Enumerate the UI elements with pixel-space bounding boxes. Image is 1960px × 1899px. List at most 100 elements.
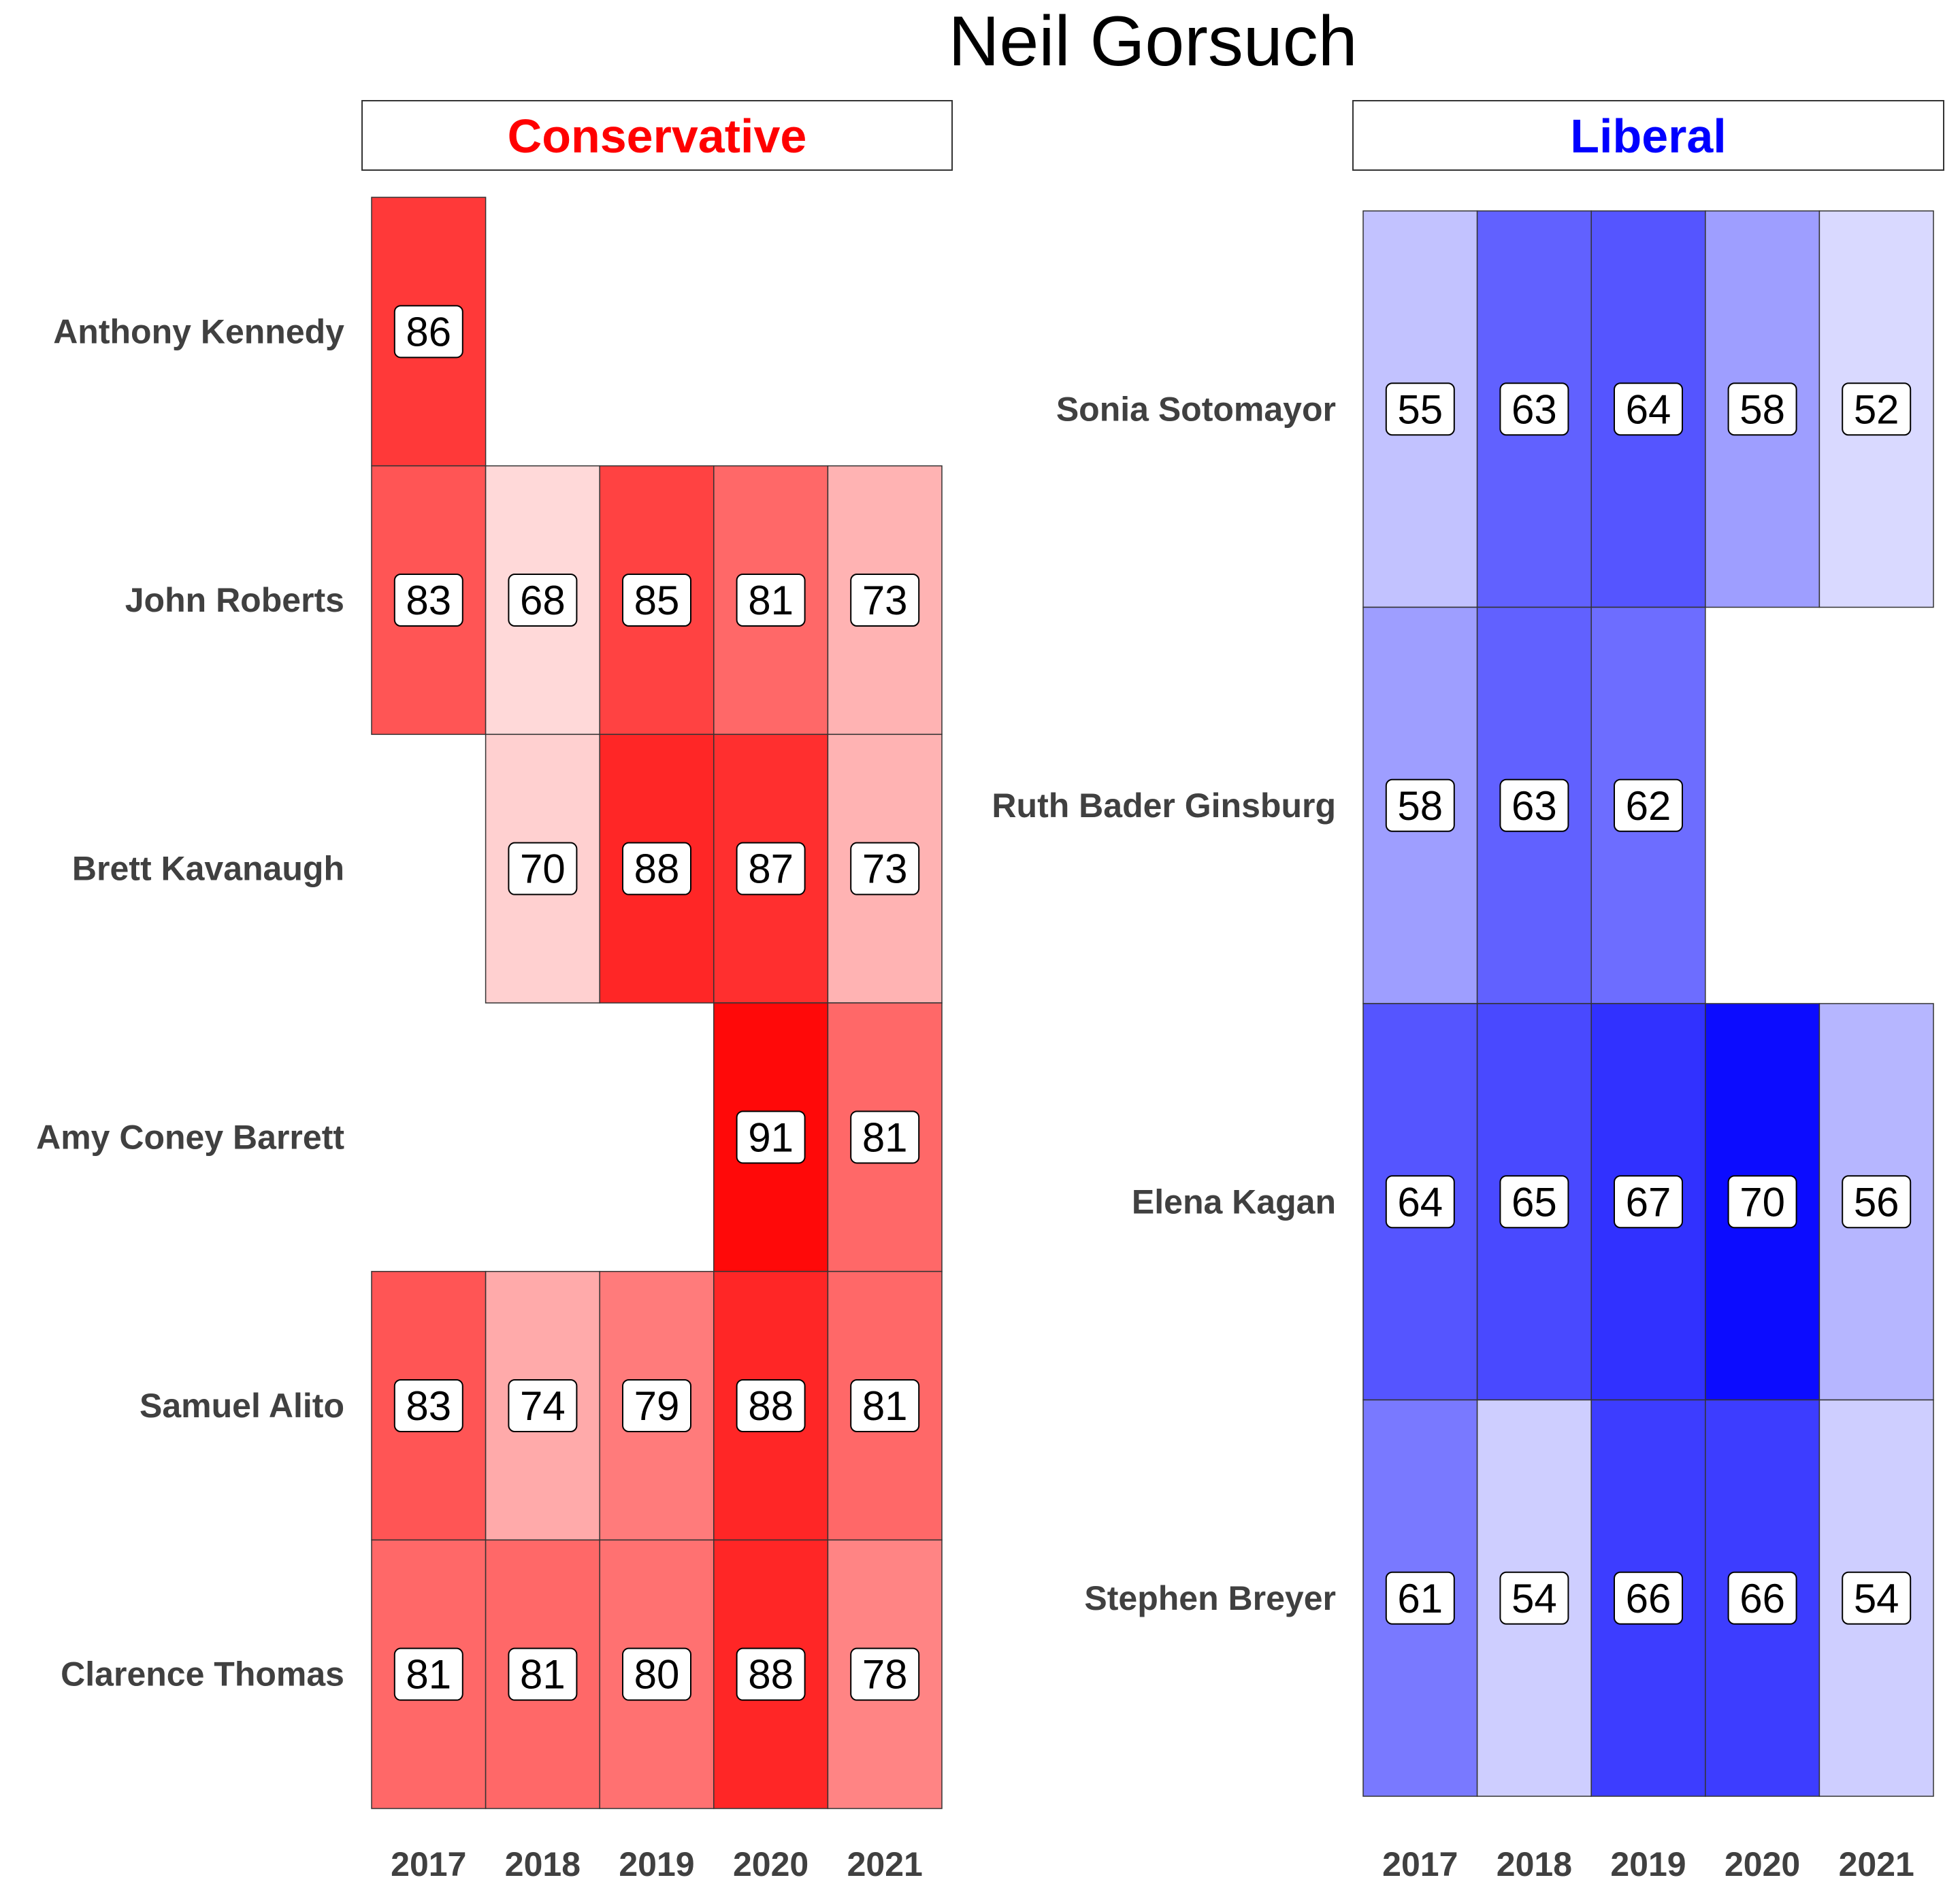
conservative-value-label: 88: [634, 846, 680, 892]
liberal-justice-label: Sonia Sotomayor: [1056, 390, 1336, 428]
liberal-panel-title: Liberal: [1570, 110, 1727, 163]
liberal-value-label-box: [1499, 778, 1569, 832]
conservative-value-label: 73: [862, 846, 908, 892]
conservative-value-label-box: [622, 574, 691, 627]
conservative-value-label: 88: [748, 1652, 794, 1698]
conservative-value-label: 81: [862, 1383, 908, 1429]
conservative-justice-label: Clarence Thomas: [61, 1655, 344, 1694]
liberal-value-label: 52: [1854, 386, 1899, 432]
liberal-year-label: 2020: [1725, 1845, 1800, 1883]
conservative-value-label-box: [508, 1647, 578, 1701]
conservative-value-label: 81: [406, 1652, 451, 1698]
conservative-value-label-box: [393, 574, 463, 627]
liberal-value-label-box: [1842, 1175, 1912, 1229]
conservative-value-label: 83: [406, 1383, 451, 1429]
liberal-value-label-box: [1499, 1571, 1569, 1625]
conservative-justice-label: Brett Kavanaugh: [72, 850, 344, 888]
liberal-year-label: 2021: [1839, 1845, 1914, 1883]
conservative-value-label-box: [736, 842, 806, 895]
conservative-value-label-box: [736, 574, 806, 627]
conservative-value-label: 85: [634, 578, 680, 623]
liberal-panel: Liberal Sonia Sotomayor 55 63 64 58 52 Ruth Bad…: [992, 100, 1944, 1883]
liberal-value-label-box: [1614, 1175, 1683, 1229]
conservative-value-label: 70: [520, 846, 566, 892]
liberal-year-label: 2019: [1610, 1845, 1686, 1883]
conservative-value-label: 88: [748, 1383, 794, 1429]
conservative-value-label-box: [508, 1379, 578, 1432]
conservative-value-label-box: [622, 1379, 691, 1432]
conservative-value-label: 81: [520, 1652, 566, 1698]
conservative-value-label: 86: [406, 309, 451, 354]
conservative-value-label-box: [622, 1647, 691, 1701]
liberal-value-label: 55: [1397, 386, 1443, 432]
liberal-title-strip: [1352, 100, 1944, 171]
chart-title: Neil Gorsuch: [948, 2, 1357, 81]
conservative-value-label: 74: [520, 1383, 566, 1429]
conservative-value-label-box: [393, 305, 463, 359]
liberal-value-label-box: [1385, 778, 1455, 832]
conservative-justice-label: Samuel Alito: [140, 1387, 344, 1425]
liberal-value-label: 56: [1854, 1179, 1899, 1225]
liberal-value-label: 54: [1512, 1576, 1557, 1621]
conservative-value-label-box: [850, 1647, 920, 1701]
conservative-value-label-box: [508, 574, 578, 627]
conservative-year-label: 2017: [391, 1845, 466, 1883]
conservative-year-label: 2021: [847, 1845, 923, 1883]
liberal-value-label: 66: [1626, 1576, 1671, 1621]
conservative-value-label: 91: [748, 1114, 794, 1160]
conservative-value-label: 87: [748, 846, 794, 892]
liberal-value-label-box: [1842, 382, 1912, 436]
liberal-value-label-box: [1385, 1175, 1455, 1229]
liberal-value-label: 58: [1397, 783, 1443, 829]
liberal-value-label: 58: [1740, 386, 1785, 432]
conservative-year-label: 2020: [733, 1845, 808, 1883]
conservative-value-label-box: [850, 574, 920, 627]
conservative-justice-label: Amy Coney Barrett: [36, 1118, 344, 1156]
conservative-value-label-box: [850, 1110, 920, 1164]
conservative-panel-title: Conservative: [508, 110, 807, 163]
liberal-value-label: 64: [1397, 1179, 1443, 1225]
liberal-value-label-box: [1614, 1571, 1683, 1625]
liberal-value-label-box: [1385, 382, 1455, 436]
conservative-value-label-box: [736, 1110, 806, 1164]
liberal-value-label-box: [1727, 1571, 1797, 1625]
conservative-value-label: 68: [520, 578, 566, 623]
liberal-value-label-box: [1614, 382, 1683, 436]
conservative-value-label: 81: [862, 1114, 908, 1160]
conservative-year-label: 2019: [619, 1845, 694, 1883]
conservative-value-label-box: [736, 1647, 806, 1701]
conservative-value-label: 83: [406, 578, 451, 623]
liberal-justice-label: Ruth Bader Ginsburg: [992, 787, 1336, 825]
liberal-value-label: 54: [1854, 1576, 1899, 1621]
conservative-justice-label: John Roberts: [125, 581, 344, 619]
conservative-title-strip: [361, 100, 953, 171]
liberal-value-label-box: [1385, 1571, 1455, 1625]
liberal-value-label: 70: [1740, 1179, 1785, 1225]
liberal-value-label-box: [1842, 1571, 1912, 1625]
liberal-year-label: 2018: [1497, 1845, 1572, 1883]
liberal-value-label: 67: [1626, 1179, 1671, 1225]
liberal-value-label: 64: [1626, 386, 1671, 432]
conservative-panel: Conservative Anthony Kennedy 86 John Robert…: [36, 100, 953, 1883]
conservative-value-label-box: [508, 842, 578, 895]
liberal-justice-label: Elena Kagan: [1132, 1183, 1336, 1221]
liberal-value-label-box: [1499, 1175, 1569, 1229]
conservative-value-label: 80: [634, 1652, 680, 1698]
liberal-value-label: 63: [1512, 783, 1557, 829]
liberal-value-label: 62: [1626, 783, 1671, 829]
liberal-value-label: 63: [1512, 386, 1557, 432]
liberal-value-label-box: [1499, 382, 1569, 436]
conservative-value-label-box: [393, 1647, 463, 1701]
liberal-value-label-box: [1727, 1175, 1797, 1229]
conservative-year-label: 2018: [505, 1845, 581, 1883]
conservative-value-label: 79: [634, 1383, 680, 1429]
liberal-value-label-box: [1727, 382, 1797, 436]
liberal-justice-label: Stephen Breyer: [1084, 1579, 1336, 1617]
conservative-value-label-box: [850, 842, 920, 895]
conservative-value-label: 73: [862, 578, 908, 623]
conservative-value-label-box: [622, 842, 691, 895]
conservative-value-label-box: [393, 1379, 463, 1432]
liberal-value-label-box: [1614, 778, 1683, 832]
conservative-value-label: 78: [862, 1652, 908, 1698]
